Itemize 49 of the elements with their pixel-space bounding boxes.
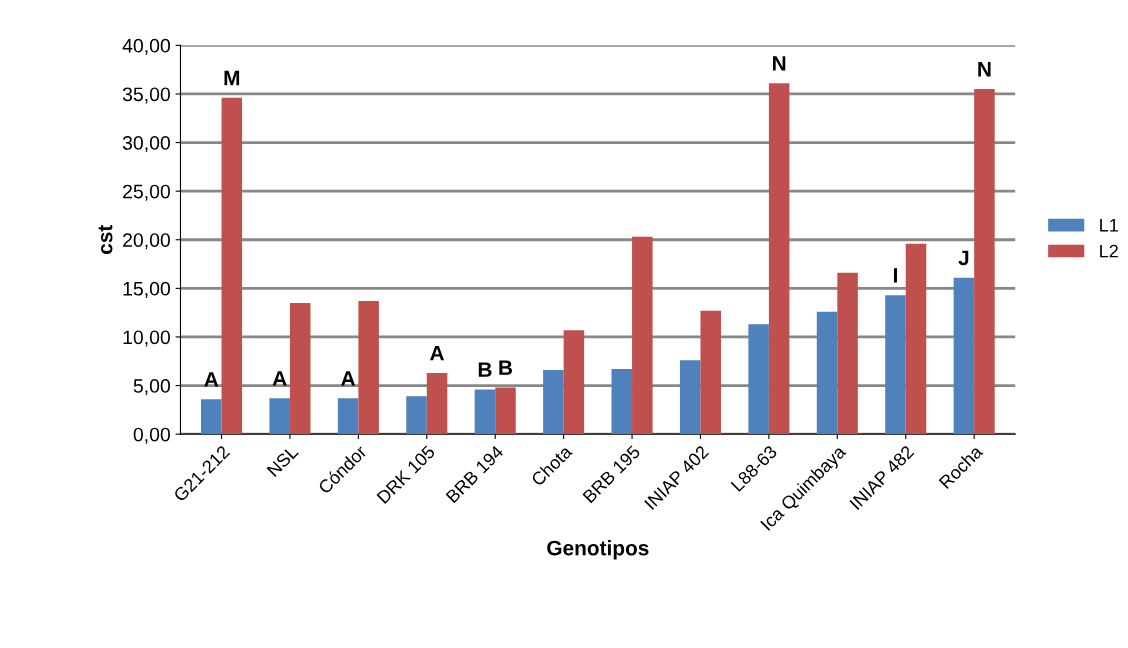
bar	[885, 295, 906, 435]
bar	[426, 372, 448, 435]
bar	[953, 277, 975, 435]
bar	[905, 243, 927, 435]
bar	[974, 89, 995, 435]
bar	[700, 310, 721, 435]
y-tick-label: 40,00	[122, 38, 170, 55]
annotation: J	[958, 250, 969, 266]
bar	[816, 311, 838, 435]
y-tick-label: 10,00	[123, 330, 170, 347]
y-tick-label: 0,00	[133, 427, 170, 444]
bar	[632, 236, 653, 435]
bar	[837, 272, 858, 435]
bar	[221, 97, 243, 435]
bar	[748, 324, 769, 435]
x-axis-title: Genotipos	[547, 540, 649, 560]
annotation: B	[499, 360, 513, 375]
bar	[679, 360, 701, 435]
annotation: M	[224, 70, 240, 86]
bar	[358, 301, 379, 435]
annotation: A	[204, 372, 219, 387]
x-tick-label: NSL	[266, 444, 299, 478]
bar	[289, 302, 311, 435]
bar	[543, 370, 564, 435]
y-axis-title: cst	[98, 224, 113, 254]
annotation: I	[893, 268, 897, 283]
bar	[474, 389, 496, 435]
annotation: A	[272, 371, 287, 386]
annotation: A	[341, 371, 356, 386]
y-tick-label: 15,00	[123, 281, 170, 298]
annotation: A	[430, 345, 445, 361]
legend-label: L1	[1100, 219, 1118, 232]
bar	[201, 399, 222, 435]
annotation: N	[773, 56, 786, 71]
bar	[495, 387, 516, 435]
y-tick-label: 20,00	[123, 233, 170, 250]
y-tick-label: 25,00	[123, 184, 170, 201]
annotation: N	[978, 62, 991, 77]
bar	[768, 83, 790, 435]
y-tick-label: 30,00	[122, 136, 170, 153]
bar	[269, 398, 290, 435]
bar	[563, 330, 585, 435]
bar	[611, 369, 633, 435]
y-tick-label: 5,00	[133, 379, 170, 396]
legend-label: L2	[1100, 244, 1118, 258]
bar	[406, 396, 427, 435]
y-tick-label: 35,00	[122, 87, 170, 104]
bar	[337, 398, 359, 435]
annotation: B	[478, 362, 492, 377]
